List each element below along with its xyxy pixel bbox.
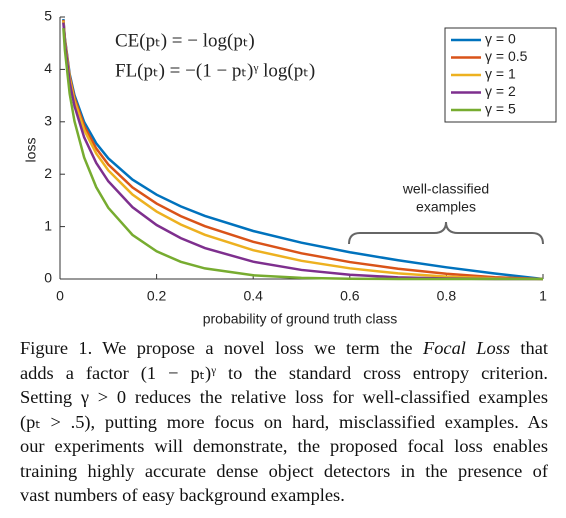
caption-text: vast numbers of easy background examples… <box>20 485 345 505</box>
caption-line: (pₜ > .5), putting more focus on hard, m… <box>20 410 548 435</box>
x-axis-label: probability of ground truth class <box>203 311 398 327</box>
caption-text: our experiments will demonstrate, the pr… <box>20 436 548 456</box>
y-tick-label: 5 <box>44 8 52 24</box>
caption-line: training highly accurate dense object de… <box>20 459 548 484</box>
legend-label: γ = 0.5 <box>485 48 528 64</box>
caption-text: that <box>510 338 548 358</box>
x-tick-label: 0.2 <box>147 288 167 304</box>
y-tick-label: 3 <box>44 113 52 129</box>
caption-line: Figure 1. We propose a novel loss we ter… <box>20 336 548 361</box>
x-tick-label: 0 <box>56 288 64 304</box>
legend-label: γ = 1 <box>485 66 516 82</box>
fl-formula: FL(pₜ) = −(1 − pₜ)ᵞ log(pₜ) <box>115 60 315 81</box>
caption-line: Setting γ > 0 reduces the relative loss … <box>20 385 548 410</box>
chart: CE(pₜ) = − log(pₜ) FL(pₜ) = −(1 − pₜ)ᵞ l… <box>23 8 557 327</box>
caption-text: Focal Loss <box>422 338 511 358</box>
loss-curve <box>62 22 544 281</box>
caption-text: Setting γ > 0 reduces the relative loss … <box>20 387 548 407</box>
y-tick-label: 2 <box>44 165 52 181</box>
caption-text: adds a factor (1 − pₜ)ᵞ to the standard … <box>20 362 548 383</box>
legend-label: γ = 2 <box>485 83 516 99</box>
caption-line: our experiments will demonstrate, the pr… <box>20 434 548 459</box>
loss-curve <box>62 28 543 281</box>
ce-formula: CE(pₜ) = − log(pₜ) <box>115 30 255 51</box>
x-tick-label: 0.6 <box>340 288 360 304</box>
legend-label: γ = 0 <box>485 31 516 47</box>
y-axis-label: loss <box>23 138 39 163</box>
x-tick-label: 0.4 <box>243 288 263 304</box>
x-tick-label: 0.8 <box>437 288 457 304</box>
caption-text: training highly accurate dense object de… <box>20 460 548 481</box>
y-tick-label: 4 <box>44 60 52 76</box>
y-tick-label: 1 <box>44 217 52 233</box>
caption-line: vast numbers of easy background examples… <box>20 483 548 508</box>
brace-label: examples <box>416 199 476 215</box>
legend-label: γ = 5 <box>485 101 516 117</box>
caption-text: Figure 1. We propose a novel loss we ter… <box>20 338 423 358</box>
x-tick-label: 1 <box>539 288 547 304</box>
caption-text: (pₜ > .5), putting more focus on hard, m… <box>20 411 548 432</box>
y-tick-label: 0 <box>44 270 52 286</box>
brace-label: well-classified <box>402 181 489 197</box>
caption: Figure 1. We propose a novel loss we ter… <box>20 336 548 508</box>
brace <box>348 221 544 245</box>
caption-line: adds a factor (1 − pₜ)ᵞ to the standard … <box>20 361 548 386</box>
